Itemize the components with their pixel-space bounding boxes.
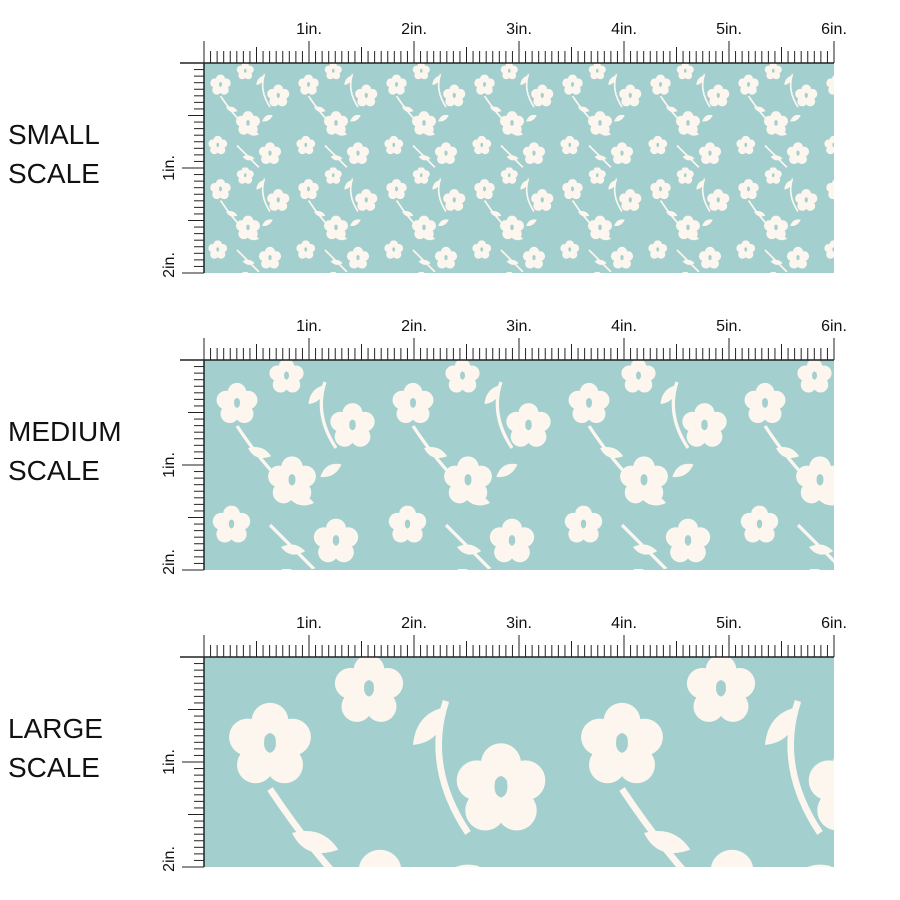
ruler-label: 5in. <box>716 318 742 335</box>
ruler-label: 4in. <box>611 21 637 38</box>
ruler-label: 1in. <box>161 749 178 775</box>
scale-label: SCALE <box>8 158 100 189</box>
ruler-label: 2in. <box>401 318 427 335</box>
scale-panel: SMALL SCALE 1in. 2in. 3in. 4in. 5in. 6in. 1in. 2i… <box>8 21 847 278</box>
scale-label: SMALL <box>8 119 100 150</box>
fabric-swatch <box>204 657 834 867</box>
ruler-label: 5in. <box>716 21 742 38</box>
ruler-label: 6in. <box>821 615 847 632</box>
ruler-label: 1in. <box>161 452 178 478</box>
ruler-label: 6in. <box>821 318 847 335</box>
ruler-label: 2in. <box>161 549 178 575</box>
ruler-label: 1in. <box>161 155 178 181</box>
fabric-swatch <box>204 360 834 570</box>
scale-label: SCALE <box>8 752 100 783</box>
ruler-label: 3in. <box>506 21 532 38</box>
ruler-label: 1in. <box>296 318 322 335</box>
ruler-label: 1in. <box>296 615 322 632</box>
ruler-label: 5in. <box>716 615 742 632</box>
ruler-label: 2in. <box>161 252 178 278</box>
fabric-swatch <box>204 63 834 273</box>
ruler-label: 2in. <box>401 21 427 38</box>
ruler-label: 2in. <box>401 615 427 632</box>
scale-panel: MEDIUM SCALE 1in. 2in. 3in. 4in. 5in. 6in. 1in. 2… <box>8 318 847 575</box>
ruler-label: 4in. <box>611 615 637 632</box>
scale-panel: LARGE SCALE 1in. 2in. 3in. 4in. 5in. 6in. 1in. 2i… <box>8 615 847 872</box>
scale-label: SCALE <box>8 455 100 486</box>
ruler-label: 3in. <box>506 615 532 632</box>
ruler-label: 1in. <box>296 21 322 38</box>
scale-label: LARGE <box>8 713 103 744</box>
ruler-label: 4in. <box>611 318 637 335</box>
ruler-label: 6in. <box>821 21 847 38</box>
ruler-label: 3in. <box>506 318 532 335</box>
scale-label: MEDIUM <box>8 416 122 447</box>
ruler-label: 2in. <box>161 846 178 872</box>
